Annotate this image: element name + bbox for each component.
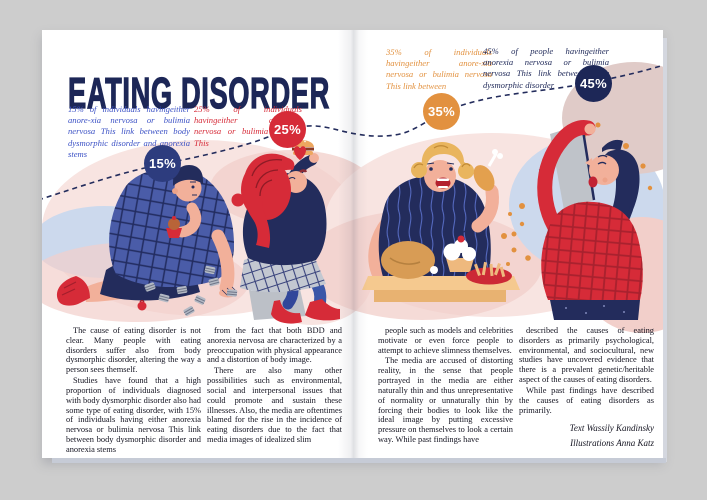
article-paragraph: The media are accused of distorting real… <box>378 356 513 445</box>
article-paragraph: from the fact that both BDD and anorexia… <box>207 326 342 365</box>
stat-badge-25: 25% <box>269 111 306 148</box>
article-column-3: people such as models and celebrities mo… <box>378 326 513 446</box>
stat-note-35: 35% of individuals havingeither anore-xi… <box>386 47 492 91</box>
article-paragraph: The cause of eating disorder is not clea… <box>66 326 201 375</box>
magazine-spread: EATING DISORDER 15% of individuals havin… <box>42 30 667 463</box>
candy-icon <box>137 301 147 311</box>
article-paragraph: described the causes of eating disorders… <box>519 326 654 385</box>
stat-badge-45: 45% <box>575 65 612 102</box>
chicken-leg-icon <box>473 149 503 191</box>
apple-icon <box>231 193 245 207</box>
stat-note-45: 45% of people havingeither anorexia nerv… <box>483 46 609 90</box>
article-paragraph: Studies have found that a high proportio… <box>66 376 201 454</box>
fries-plate-icon <box>466 261 512 285</box>
article-paragraph: people such as models and celebrities mo… <box>378 326 513 355</box>
figure-person-mirror <box>506 120 653 320</box>
roast-turkey-icon <box>381 241 438 279</box>
article-paragraph: While past findings have described the c… <box>519 385 654 415</box>
stat-badge-15: 15% <box>144 145 181 182</box>
article-column-2: from the fact that both BDD and anorexia… <box>207 326 342 446</box>
article-paragraph: There are also many other possibilities … <box>207 366 342 445</box>
credits: Text Wassily Kandinsky Illustrations Ann… <box>519 421 654 451</box>
figure-woman-feasting <box>362 142 525 302</box>
figure-man-snacking <box>56 165 238 318</box>
figure-woman-burger <box>231 140 340 324</box>
stat-note-25: 25% of individuals havingeither anore-xi… <box>194 104 302 148</box>
heart-icon <box>294 146 306 160</box>
credit-illustrator: Illustrations Anna Katz <box>570 437 654 448</box>
dessert-icon <box>443 230 476 272</box>
article-column-1: The cause of eating disorder is not clea… <box>66 326 201 456</box>
crumbs-icon <box>501 212 525 253</box>
article-column-4: described the causes of eating disorders… <box>519 326 654 416</box>
stat-badge-35: 35% <box>423 93 460 130</box>
credit-text-author: Text Wassily Kandinsky <box>569 423 654 433</box>
page-title: EATING DISORDER <box>68 69 330 119</box>
stat-note-15: 15% of individuals havingeither anore-xi… <box>68 104 190 159</box>
